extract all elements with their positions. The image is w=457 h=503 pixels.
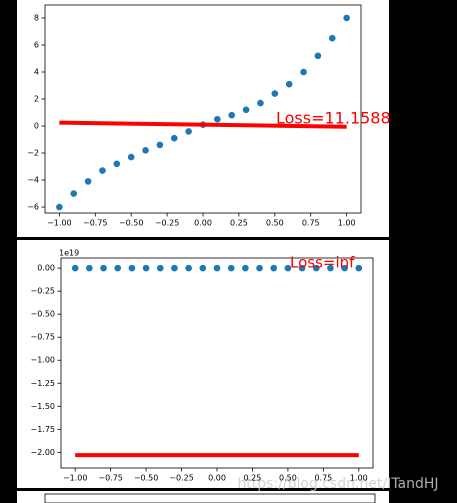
- y-tick-label: −2.00: [30, 448, 55, 457]
- y-tick-label: 6: [34, 40, 39, 49]
- point: [256, 264, 263, 272]
- point: [113, 160, 121, 168]
- point: [100, 264, 107, 272]
- x-tick-label: 0.25: [230, 219, 248, 228]
- x-tick-label: −0.25: [169, 474, 194, 483]
- point: [314, 52, 322, 60]
- point: [341, 264, 348, 272]
- axes-frame: [44, 493, 376, 503]
- y-tick-label: −1.25: [30, 379, 55, 388]
- y-tick-label: −0.75: [30, 333, 55, 342]
- point: [86, 264, 93, 272]
- y-tick-label: 8: [34, 13, 39, 22]
- point: [142, 264, 150, 272]
- point: [271, 90, 279, 97]
- y-tick-label: 2: [34, 95, 39, 104]
- panel: [17, 491, 389, 503]
- y-tick-label: −6: [27, 203, 39, 212]
- x-tick-label: −1.00: [47, 219, 72, 228]
- point: [199, 264, 207, 272]
- x-tick-label: −0.50: [134, 474, 159, 483]
- annotation: Loss=inf: [290, 254, 355, 272]
- point: [185, 128, 192, 135]
- point: [114, 264, 122, 272]
- point: [156, 264, 164, 272]
- point: [228, 111, 236, 119]
- point: [156, 141, 164, 149]
- point: [270, 264, 278, 272]
- point: [298, 264, 306, 272]
- point: [84, 178, 92, 185]
- point: [142, 147, 149, 154]
- offset-label: 1e19: [59, 249, 79, 258]
- y-tick-label: −4: [27, 176, 39, 185]
- y-tick-label: 4: [34, 67, 39, 76]
- point: [227, 264, 235, 272]
- x-tick-label: −0.75: [83, 219, 108, 228]
- point: [56, 203, 63, 211]
- point: [300, 68, 307, 76]
- point: [70, 190, 78, 197]
- point: [355, 264, 363, 272]
- y-tick-label: −1.75: [30, 425, 55, 434]
- point: [213, 264, 221, 272]
- x-tick-label: −0.50: [119, 219, 144, 228]
- x-tick-label: 0.25: [244, 474, 262, 483]
- x-tick-label: −0.25: [155, 219, 180, 228]
- x-tick-label: 0.75: [302, 219, 320, 228]
- y-tick-label: −0.25: [30, 287, 55, 296]
- x-tick-label: 0.00: [208, 474, 226, 483]
- point: [71, 264, 79, 272]
- point: [214, 115, 221, 123]
- point: [128, 264, 136, 272]
- y-tick-label: −1.50: [30, 402, 55, 411]
- point: [312, 264, 320, 272]
- point: [171, 264, 178, 272]
- x-tick-label: 0.75: [314, 474, 332, 483]
- fit-line: [59, 120, 347, 129]
- point: [185, 264, 192, 272]
- point: [257, 99, 264, 107]
- point: [327, 264, 334, 272]
- x-tick-label: 0.00: [194, 219, 212, 228]
- point: [284, 264, 292, 272]
- x-tick-label: 0.50: [279, 474, 297, 483]
- point: [328, 34, 336, 42]
- x-tick-label: 1.00: [338, 219, 356, 228]
- y-tick-label: −0.50: [30, 310, 55, 319]
- x-tick-label: 0.50: [266, 219, 284, 228]
- panel: [17, 0, 389, 237]
- y-tick-label: −2: [27, 149, 39, 158]
- watermark: https://blog.csdn.net/ITandHJ: [237, 476, 438, 492]
- y-tick-label: 0: [34, 122, 39, 131]
- y-tick-label: −1.00: [30, 356, 55, 365]
- point: [170, 134, 178, 142]
- x-tick-label: 1.00: [350, 474, 368, 483]
- y-tick-label: 0.00: [37, 264, 55, 273]
- point: [242, 264, 249, 272]
- annotation: Loss=11.1588: [276, 109, 391, 128]
- point: [99, 167, 106, 174]
- point: [127, 153, 135, 161]
- point: [285, 80, 293, 88]
- point: [343, 14, 350, 22]
- x-tick-label: −1.00: [63, 474, 88, 483]
- panel: [17, 240, 389, 488]
- x-tick-label: −0.75: [98, 474, 123, 483]
- point: [242, 106, 250, 114]
